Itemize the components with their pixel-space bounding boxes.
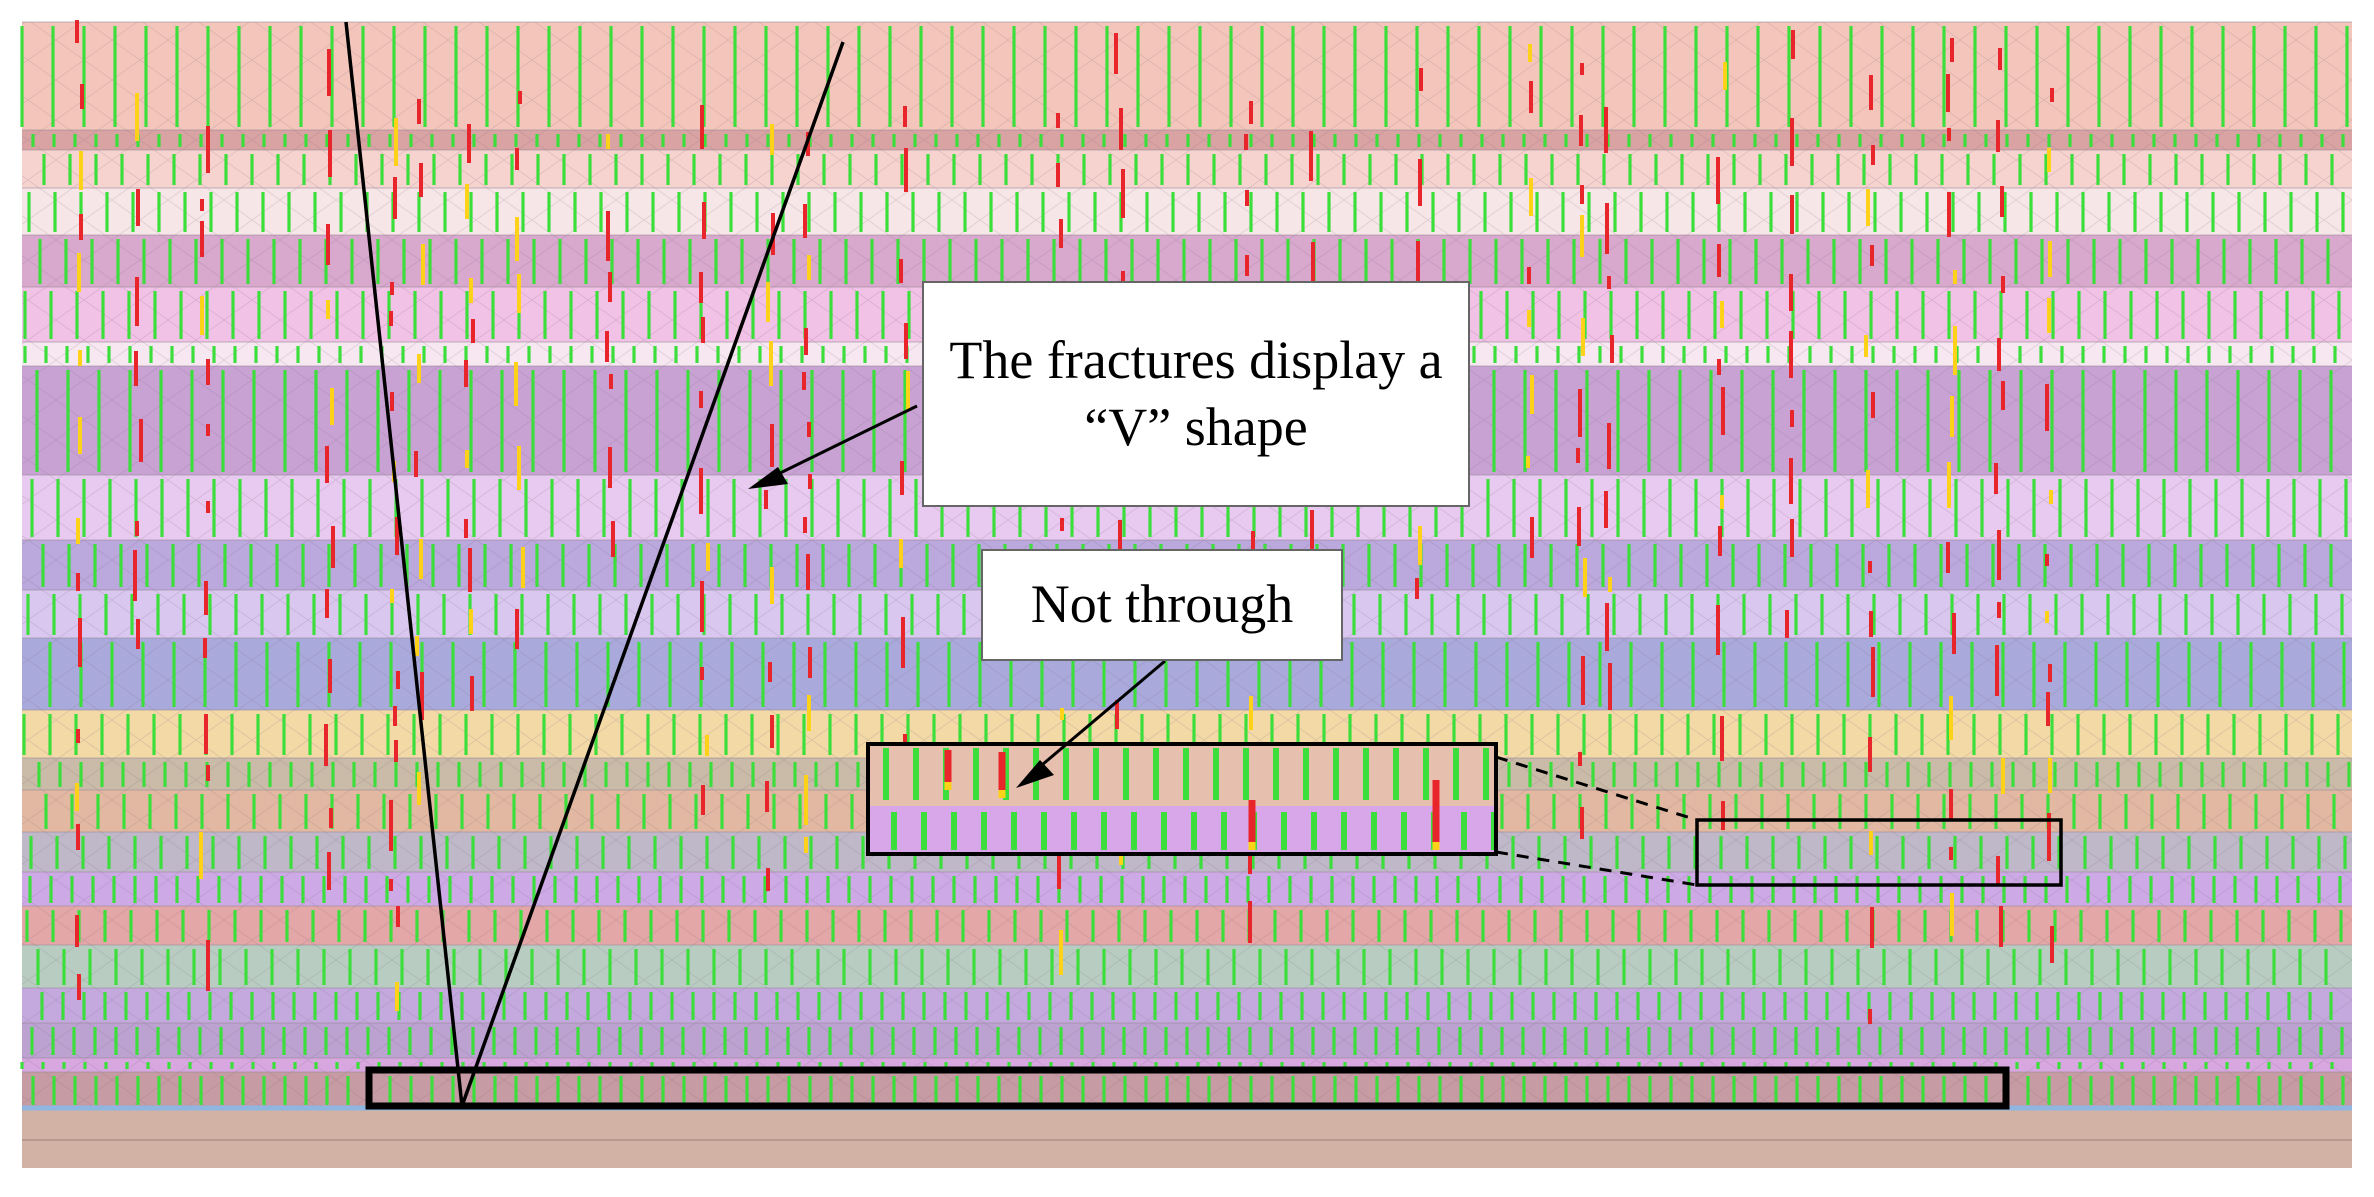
inset-upper-layer [868, 744, 1496, 806]
inset-link-lower [1495, 850, 1698, 887]
not-through-arrow [1016, 659, 1166, 788]
working-face-box [365, 1066, 2010, 1110]
inset-lower-layer [868, 806, 1496, 854]
magnified-inset [866, 742, 1498, 856]
v-shape-callout: The fractures display a “V” shape [922, 281, 1470, 507]
v-shape-arrow [748, 404, 918, 489]
inset-joints [883, 748, 1496, 850]
v-shape-right-line [460, 41, 845, 1107]
inset-link-upper [1495, 755, 1698, 822]
base-rock [22, 1108, 2352, 1168]
inset-source-box [1695, 818, 2063, 887]
inset-frame [866, 742, 1498, 856]
v-shape-callout-text: The fractures display a “V” shape [949, 329, 1443, 458]
not-through-callout: Not through [981, 549, 1343, 661]
v-shape-left-line [344, 21, 464, 1107]
not-through-callout-text: Not through [1030, 574, 1294, 635]
